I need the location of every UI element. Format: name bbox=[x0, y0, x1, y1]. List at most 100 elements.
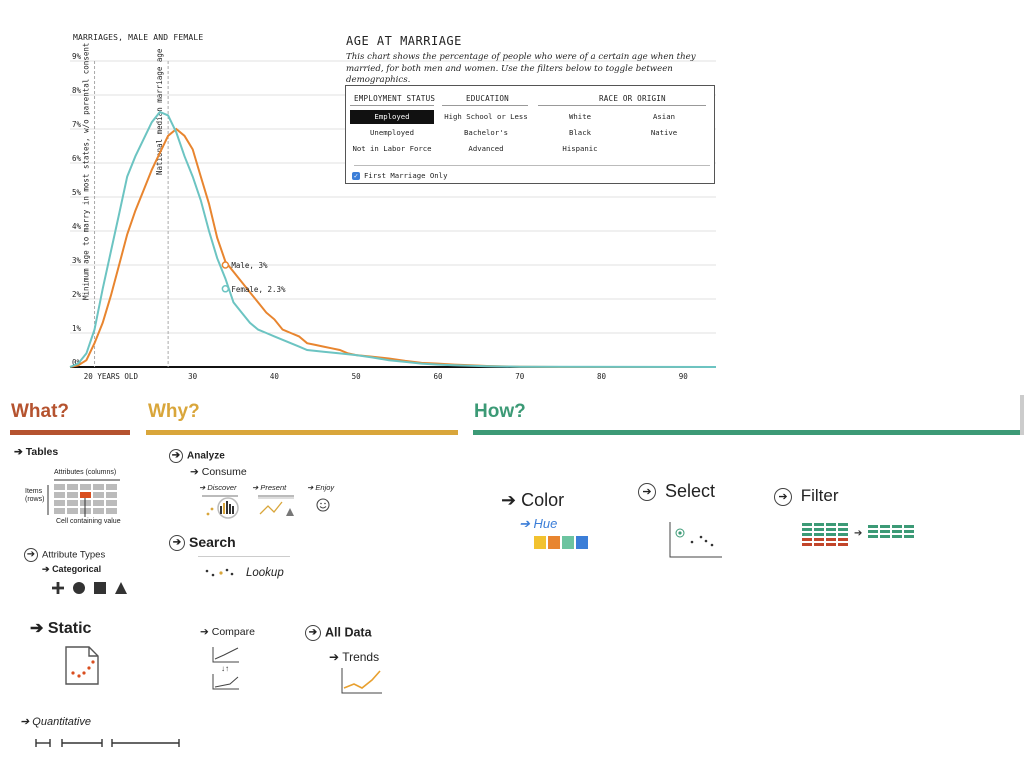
x-tick-label: 90 bbox=[679, 372, 689, 381]
filter-unemployed[interactable]: Unemployed bbox=[370, 128, 414, 137]
how-title: How? bbox=[474, 401, 526, 422]
select-text: Select bbox=[665, 481, 716, 501]
attribute-types-text: Attribute Types bbox=[42, 549, 106, 561]
y-tick-label: 8% bbox=[72, 86, 82, 95]
arrow-icon: ➔ bbox=[501, 490, 517, 510]
x-tick-label: 40 bbox=[270, 372, 280, 381]
categorical-shapes-icon bbox=[52, 582, 127, 594]
attribute-types-label: ➔ Attribute Types bbox=[24, 548, 105, 562]
y-tick-label: 4% bbox=[72, 222, 82, 231]
filter-asian[interactable]: Asian bbox=[653, 112, 675, 121]
filter-text: Filter bbox=[800, 486, 839, 505]
hue-swatch bbox=[534, 536, 546, 549]
filter-black[interactable]: Black bbox=[569, 128, 591, 137]
arrow-circle-icon: ➔ bbox=[24, 548, 38, 562]
analyze-label: ➔ Analyze bbox=[169, 449, 225, 463]
arrow-icon: ➔ bbox=[14, 446, 23, 458]
all-data-label: ➔ All Data bbox=[305, 625, 372, 641]
compare-label: ➔ Compare bbox=[200, 626, 255, 638]
search-text: Search bbox=[189, 534, 236, 550]
trends-icon bbox=[341, 668, 382, 694]
x-tick-label: 80 bbox=[597, 372, 607, 381]
trends-label: ➔ Trends bbox=[329, 650, 379, 664]
age-panel-title: AGE AT MARRIAGE bbox=[346, 34, 462, 48]
arrow-icon: ➔ bbox=[42, 564, 50, 574]
filter-high-school[interactable]: High School or Less bbox=[444, 112, 528, 121]
quantitative-ranges-icon bbox=[35, 739, 180, 747]
filter-white[interactable]: White bbox=[569, 112, 591, 121]
x-tick-label: 70 bbox=[515, 372, 525, 381]
filter-label: ➔ Filter bbox=[774, 486, 839, 506]
first-marriage-checkbox[interactable]: ✓ bbox=[352, 172, 360, 180]
arrow-circle-icon: ➔ bbox=[305, 625, 321, 641]
all-data-text: All Data bbox=[325, 625, 372, 640]
arrow-icon: ➔ bbox=[307, 483, 314, 492]
static-file-icon bbox=[65, 646, 99, 685]
annotation-label: Male, 3% bbox=[231, 261, 268, 270]
filter-bachelors[interactable]: Bachelor's bbox=[464, 128, 508, 137]
quantitative-text: Quantitative bbox=[32, 716, 91, 728]
quantitative-label: ➔ Quantitative bbox=[20, 715, 91, 728]
hue-swatch bbox=[562, 536, 574, 549]
hue-swatch bbox=[576, 536, 588, 549]
chart-panel-title: MARRIAGES, MALE AND FEMALE bbox=[73, 33, 204, 42]
scrollbar-handle[interactable] bbox=[1020, 395, 1024, 435]
consume-label: ➔ Consume bbox=[190, 466, 247, 478]
color-text: Color bbox=[521, 490, 565, 510]
y-tick-label: 3% bbox=[72, 256, 82, 265]
annotation-label: Female, 2.3% bbox=[231, 285, 286, 294]
discover-text: Discover bbox=[207, 483, 237, 492]
compare-icon: ↓↑ bbox=[212, 647, 239, 690]
compare-text: Compare bbox=[211, 626, 255, 638]
hue-label: ➔ Hue bbox=[519, 516, 557, 532]
present-icon bbox=[258, 495, 294, 516]
consume-icons bbox=[202, 495, 330, 519]
filter-native[interactable]: Native bbox=[650, 128, 678, 137]
static-label: ➔ Static bbox=[30, 618, 91, 638]
arrow-icon: ➔ bbox=[30, 620, 44, 637]
arrow-icon: ➔ bbox=[190, 466, 199, 478]
filter-hispanic[interactable]: Hispanic bbox=[562, 144, 598, 153]
arrow-circle-icon: ➔ bbox=[169, 535, 185, 552]
arrow-circle-icon: ➔ bbox=[638, 483, 656, 502]
arrow-icon: ➔ bbox=[329, 650, 340, 664]
tables-label: ➔ Tables bbox=[14, 446, 58, 458]
arrow-icon: ➔ bbox=[199, 483, 206, 492]
select-label: ➔ Select bbox=[638, 481, 715, 502]
employment-rule bbox=[350, 105, 434, 106]
lookup-dots-icon bbox=[205, 568, 234, 577]
present-text: Present bbox=[260, 483, 287, 492]
consume-text: Consume bbox=[201, 466, 247, 478]
filter-advanced[interactable]: Advanced bbox=[468, 144, 504, 153]
age-panel-description: This chart shows the percentage of peopl… bbox=[346, 52, 696, 85]
x-tick-label: 60 bbox=[433, 372, 443, 381]
enjoy-text: Enjoy bbox=[315, 483, 335, 492]
trends-text: Trends bbox=[342, 650, 380, 664]
arrow-icon: ➔ bbox=[252, 483, 259, 492]
what-title: What? bbox=[11, 401, 70, 422]
filter-rows-icon: ➔ bbox=[802, 523, 914, 546]
x-tick-label: 20 YEARS OLD bbox=[84, 372, 139, 381]
discover-icon bbox=[202, 495, 239, 519]
rows-label: (rows) bbox=[25, 496, 45, 503]
tables-text: Tables bbox=[25, 446, 59, 458]
filter-not-in-labor-force[interactable]: Not in Labor Force bbox=[352, 144, 432, 153]
analyze-text: Analyze bbox=[187, 450, 225, 462]
color-label: ➔ Color bbox=[501, 490, 564, 511]
x-tick-label: 30 bbox=[188, 372, 198, 381]
categorical-label: ➔ Categorical bbox=[42, 564, 101, 575]
filter-employed[interactable]: Employed bbox=[350, 110, 434, 124]
y-tick-label: 9% bbox=[72, 52, 82, 61]
arrow-icon: ➔ bbox=[20, 716, 30, 728]
hue-swatches bbox=[534, 536, 588, 549]
education-rule bbox=[442, 105, 528, 106]
search-label: ➔ Search bbox=[169, 534, 236, 552]
categorical-text: Categorical bbox=[52, 564, 102, 574]
lookup-label: Lookup bbox=[246, 567, 284, 579]
search-rule bbox=[198, 556, 290, 557]
hue-text: Hue bbox=[533, 516, 558, 531]
employment-heading: EMPLOYMENT STATUS bbox=[354, 94, 436, 103]
annotation-marker bbox=[221, 285, 230, 293]
arrow-icon: ➔ bbox=[519, 516, 530, 531]
table-grid-icon bbox=[47, 479, 120, 517]
